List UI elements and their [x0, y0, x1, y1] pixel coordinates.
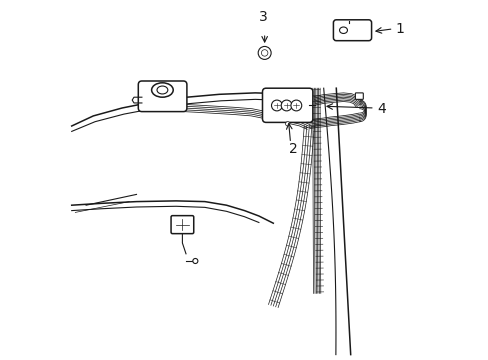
Circle shape	[271, 100, 282, 111]
FancyBboxPatch shape	[355, 93, 363, 99]
Circle shape	[285, 122, 289, 126]
FancyBboxPatch shape	[333, 20, 371, 41]
Circle shape	[261, 50, 267, 56]
Text: 1: 1	[395, 22, 404, 36]
Circle shape	[192, 258, 198, 264]
Text: 3: 3	[259, 10, 267, 24]
Ellipse shape	[151, 83, 173, 97]
Circle shape	[281, 100, 291, 111]
Circle shape	[290, 100, 301, 111]
Ellipse shape	[157, 86, 167, 94]
Circle shape	[258, 46, 270, 59]
Ellipse shape	[339, 27, 347, 33]
Text: 4: 4	[376, 102, 385, 116]
FancyBboxPatch shape	[138, 81, 186, 112]
Text: 2: 2	[288, 142, 297, 156]
FancyBboxPatch shape	[262, 88, 312, 122]
FancyBboxPatch shape	[171, 216, 193, 234]
